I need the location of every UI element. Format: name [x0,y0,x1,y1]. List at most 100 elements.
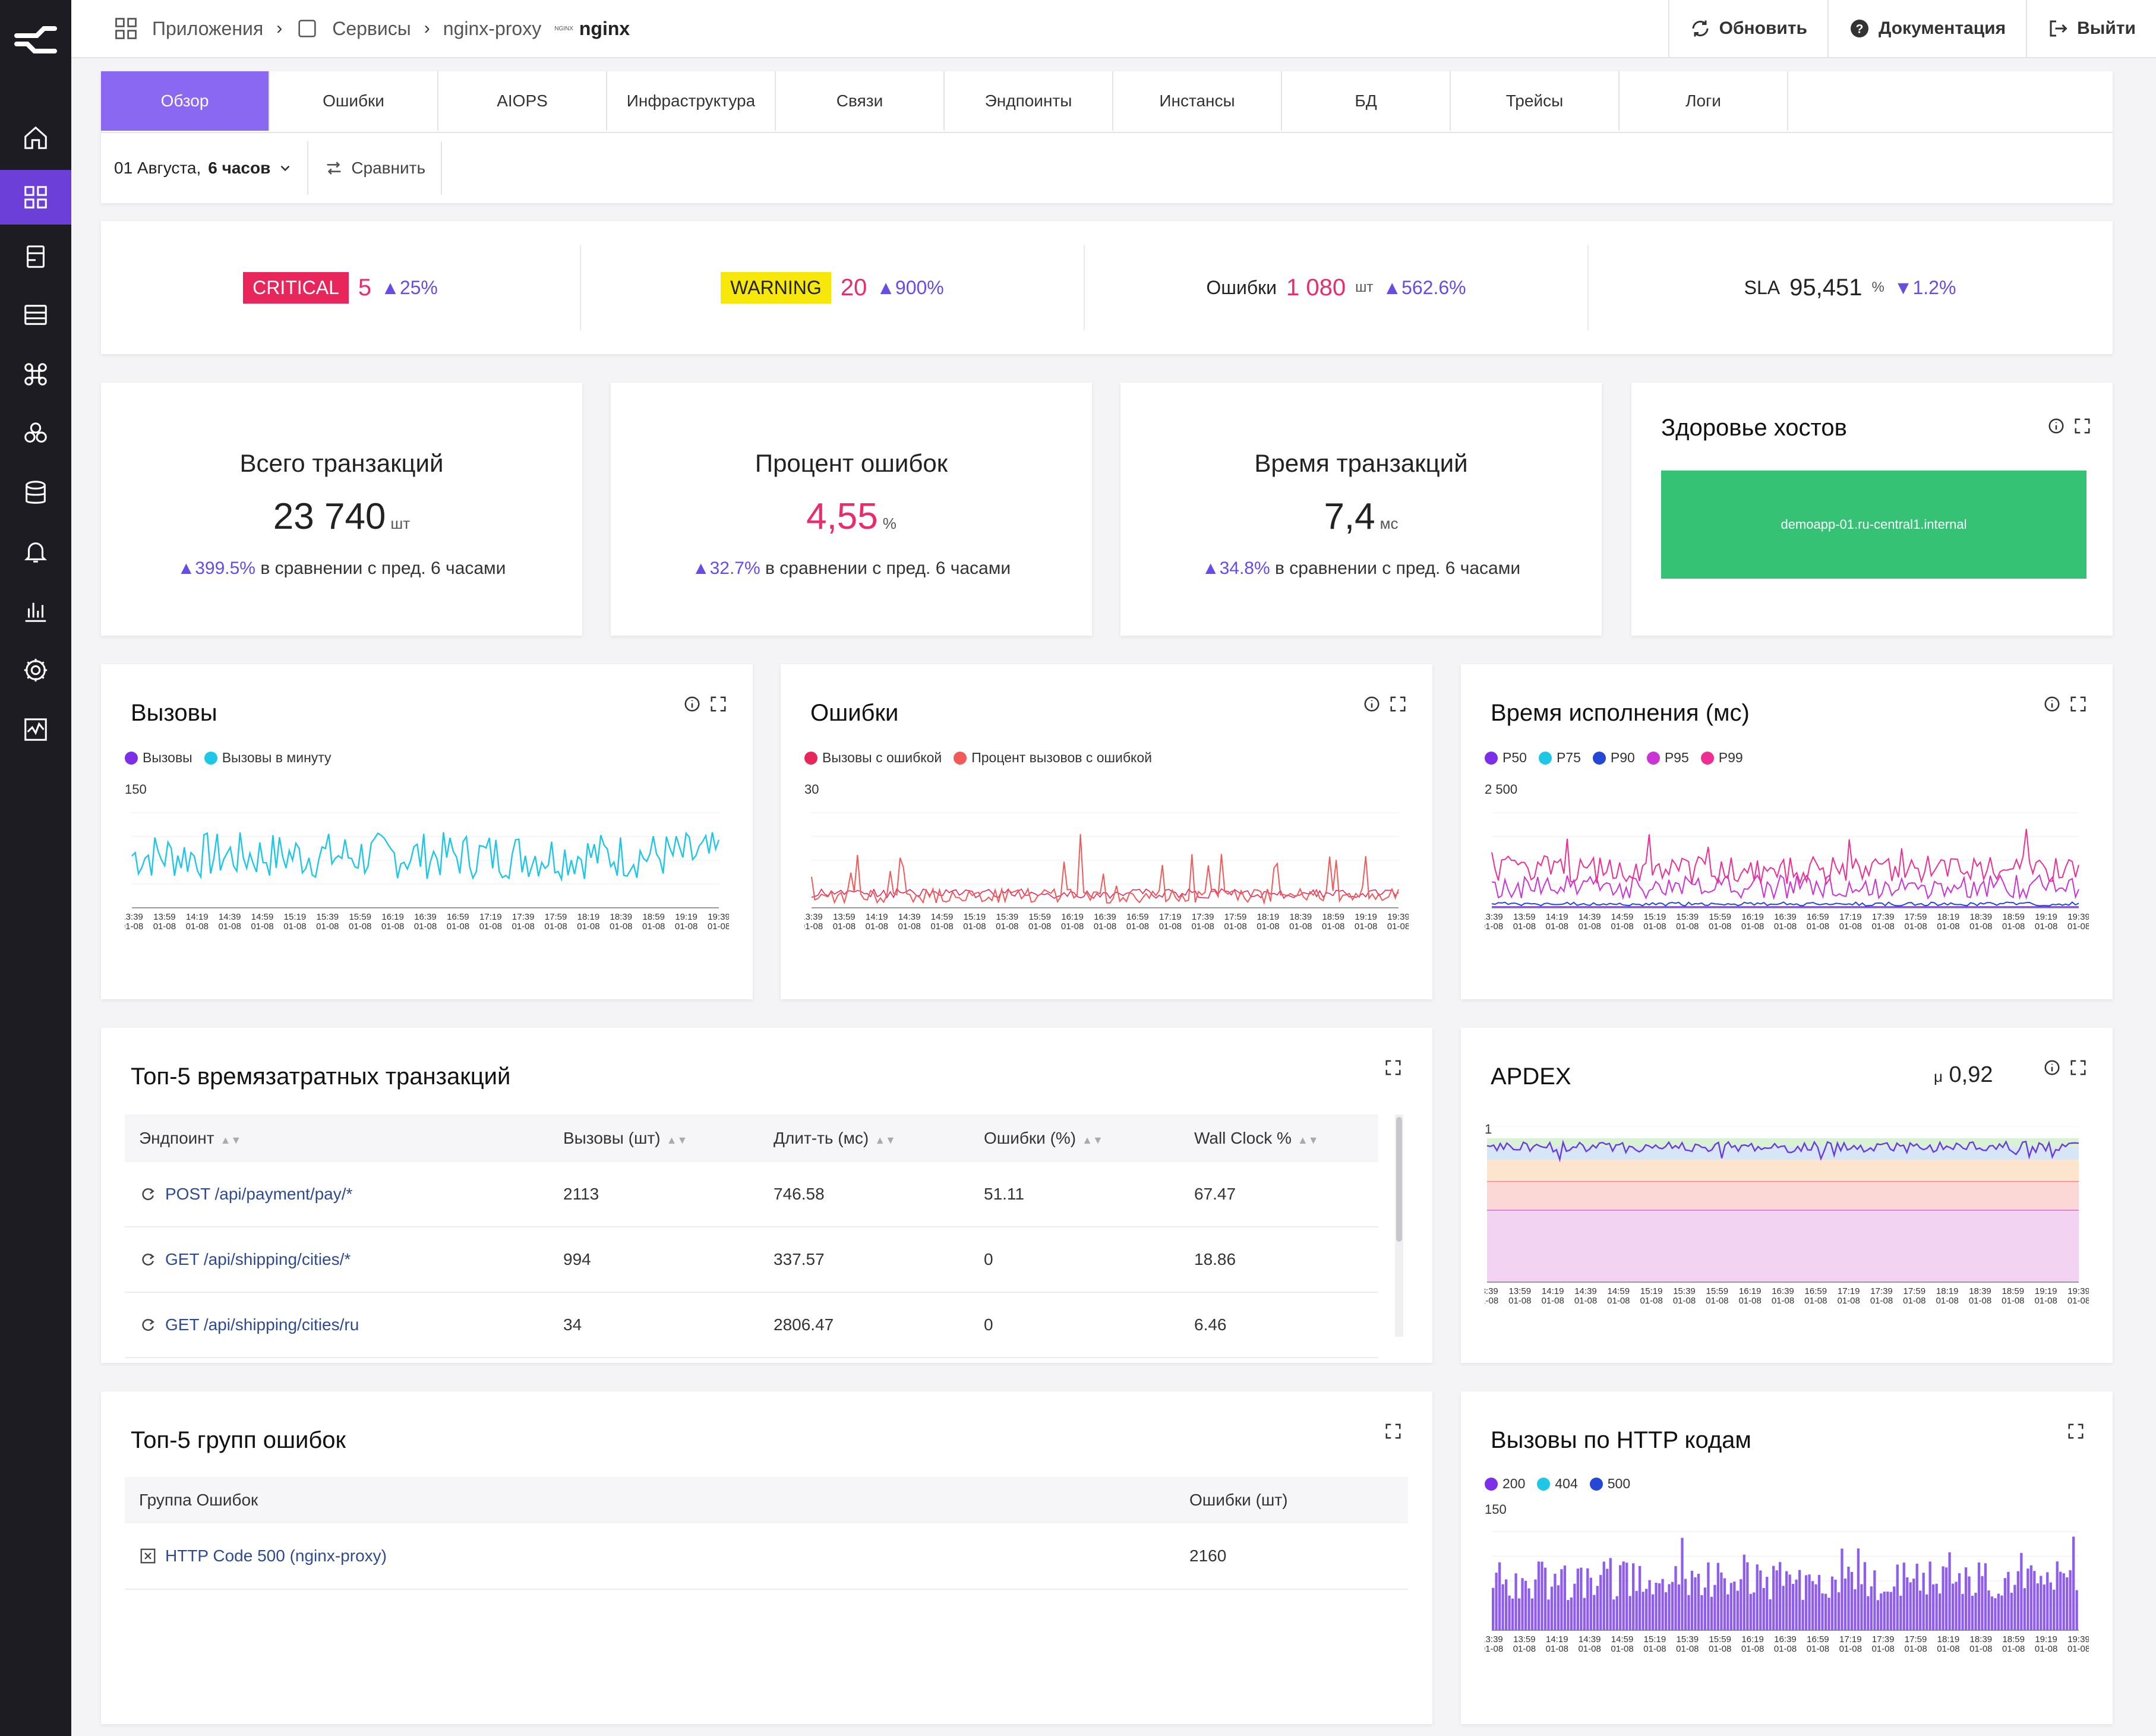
legend-item[interactable]: P75 [1538,750,1581,766]
endpoint-link[interactable]: GET /api/shipping/cities/* [165,1250,351,1268]
docs-button[interactable]: ? Документация [1827,0,2026,57]
expand-icon[interactable] [2069,695,2087,713]
kpi-total-transactions[interactable]: Всего транзакций 23 740 шт ▲399.5% в срав… [101,383,582,636]
sidebar-apps[interactable] [0,170,71,225]
warning-stat[interactable]: WARNING 20 ▲900% [581,221,1084,354]
sla-stat[interactable]: SLA 95,451 % ▼1.2% [1589,221,2111,354]
legend-item[interactable]: P50 [1485,750,1527,766]
tab-3[interactable]: Инфраструктура [607,71,776,131]
table-row[interactable]: GET /api/shipping/cities/* 994 337.57 0 18.8… [125,1227,1378,1293]
col-endpoint[interactable]: Эндпоинт ▲▼ [139,1129,241,1148]
bar-200 [1671,1582,1674,1630]
kpi-error-rate[interactable]: Процент ошибок 4,55% ▲32.7% в сравнении … [611,383,1092,636]
x-tick-label: 19:39 [708,912,729,922]
x-tick-date: 01-08 [1607,1296,1630,1306]
tab-1[interactable]: Ошибки [270,71,438,131]
breadcrumb-apps[interactable]: Приложения [152,17,264,39]
sidebar-servers[interactable] [0,288,71,342]
info-icon[interactable] [1363,695,1381,713]
sidebar-clusters[interactable] [0,406,71,461]
sidebar-home[interactable] [0,111,71,165]
period-select[interactable]: 01 Августа, 6 часов [101,141,309,195]
chevron-right-icon: › [276,18,283,38]
expand-icon[interactable] [1389,695,1407,713]
legend-item[interactable]: Процент вызовов с ошибкой [954,750,1152,766]
host-tile[interactable]: demoapp-01.ru-central1.internal [1661,471,2086,579]
mean-symbol: μ [1934,1068,1943,1085]
expand-icon[interactable] [1384,1059,1402,1077]
x-tick-label: 14:39 [1579,1634,1601,1645]
bar-200 [1785,1571,1788,1630]
logout-button[interactable]: Выйти [2026,0,2156,57]
tab-7[interactable]: БД [1282,71,1451,131]
legend-item[interactable]: Вызовы в минуту [204,750,332,766]
tab-4[interactable]: Связи [776,71,945,131]
expand-icon[interactable] [2069,1059,2087,1077]
expand-icon[interactable] [2073,417,2091,435]
endpoint-link[interactable]: POST /api/payment/pay/* [165,1185,353,1203]
expand-icon[interactable] [1384,1422,1402,1440]
http-codes-chart[interactable]: 13:3901-0813:5901-0814:1901-0814:3901-08… [1485,1514,2089,1692]
legend-item[interactable]: Вызовы с ошибкой [804,750,942,766]
x-tick-label: 16:39 [1772,1286,1794,1296]
legend-item[interactable]: P90 [1592,750,1635,766]
bar-200 [1700,1595,1703,1630]
sidebar-settings[interactable] [0,643,71,697]
x-tick-label: 16:59 [447,912,469,922]
legend-item[interactable]: 200 [1485,1476,1525,1492]
col-error-group[interactable]: Группа Ошибок [139,1491,258,1509]
errors-chart[interactable]: 13:3901-0813:5901-0814:1901-0814:3901-08… [804,795,1409,973]
col-calls[interactable]: Вызовы (шт) ▲▼ [563,1129,687,1148]
legend-item[interactable]: P99 [1700,750,1743,766]
col-errors[interactable]: Ошибки (%) ▲▼ [984,1129,1103,1148]
tab-8[interactable]: Трейсы [1451,71,1620,131]
sidebar-database[interactable] [0,466,71,520]
info-icon[interactable] [2047,417,2065,435]
legend-item[interactable]: Вызовы [125,750,192,766]
exec-time-chart[interactable]: 13:3901-0813:5901-0814:1901-0814:3901-08… [1485,795,2089,973]
tab-0[interactable]: Обзор [101,71,270,131]
legend-item[interactable]: 500 [1589,1476,1630,1492]
info-icon[interactable] [2043,1059,2061,1077]
apdex-chart[interactable]: 13:3901-0813:5901-0814:1901-0814:3901-08… [1485,1126,2089,1328]
sidebar-alerts[interactable] [0,524,71,579]
kpi-transaction-time[interactable]: Время транзакций 7,4 мс ▲34.8% в сравнени… [1120,383,1602,636]
compare-button[interactable]: Сравнить [308,141,443,195]
expand-icon[interactable] [709,695,727,713]
sidebar-metrics[interactable] [0,583,71,638]
col-wallclock[interactable]: Wall Clock % ▲▼ [1194,1129,1319,1148]
sidebar-services[interactable] [0,229,71,284]
tab-2[interactable]: AIOPS [438,71,607,131]
breadcrumb-service[interactable]: nginx-proxy [443,17,542,39]
sidebar-monitoring[interactable] [0,702,71,757]
scrollbar-track[interactable] [1395,1115,1403,1337]
legend-item[interactable]: P95 [1646,750,1689,766]
table-row[interactable]: POST /api/payment/pay/* 2113 746.58 51.11 67… [125,1162,1378,1227]
info-icon[interactable] [2043,695,2061,713]
breadcrumb-services[interactable]: Сервисы [332,17,411,39]
period-date: 01 Августа, [114,159,201,177]
tab-6[interactable]: Инстансы [1113,71,1282,131]
kpi-compare: ▲32.7% в сравнении с пред. 6 часами [611,558,1092,579]
sidebar-commands[interactable] [0,347,71,402]
endpoint-link[interactable]: GET /api/shipping/cities/ru [165,1315,359,1334]
table-row[interactable]: HTTP Code 500 (nginx-proxy) 2160 [125,1523,1408,1590]
col-error-count[interactable]: Ошибки (шт) [1189,1491,1288,1509]
info-icon[interactable] [683,695,701,713]
col-duration[interactable]: Длит-ть (мс) ▲▼ [774,1129,896,1148]
errors-stat[interactable]: Ошибки 1 080 шт ▲562.6% [1085,221,1587,354]
legend-item[interactable]: 404 [1537,1476,1578,1492]
logo-icon[interactable] [13,23,58,58]
scrollbar-thumb[interactable] [1396,1117,1402,1242]
x-tick-label: 14:59 [251,912,274,922]
table-row[interactable]: GET /api/shipping/cities/ru 34 2806.47 0 6.4… [125,1293,1378,1358]
calls-chart[interactable]: 13:3901-0813:5901-0814:1901-0814:3901-08… [125,795,729,973]
warning-count: 20 [840,274,867,301]
refresh-button[interactable]: Обновить [1668,0,1827,57]
critical-stat[interactable]: CRITICAL 5 ▲25% [101,221,580,354]
tab-9[interactable]: Логи [1620,71,1788,131]
tab-5[interactable]: Эндпоинты [945,71,1113,131]
expand-icon[interactable] [2067,1422,2085,1440]
bar-200 [1870,1586,1873,1630]
error-group-link[interactable]: HTTP Code 500 (nginx-proxy) [165,1546,387,1565]
